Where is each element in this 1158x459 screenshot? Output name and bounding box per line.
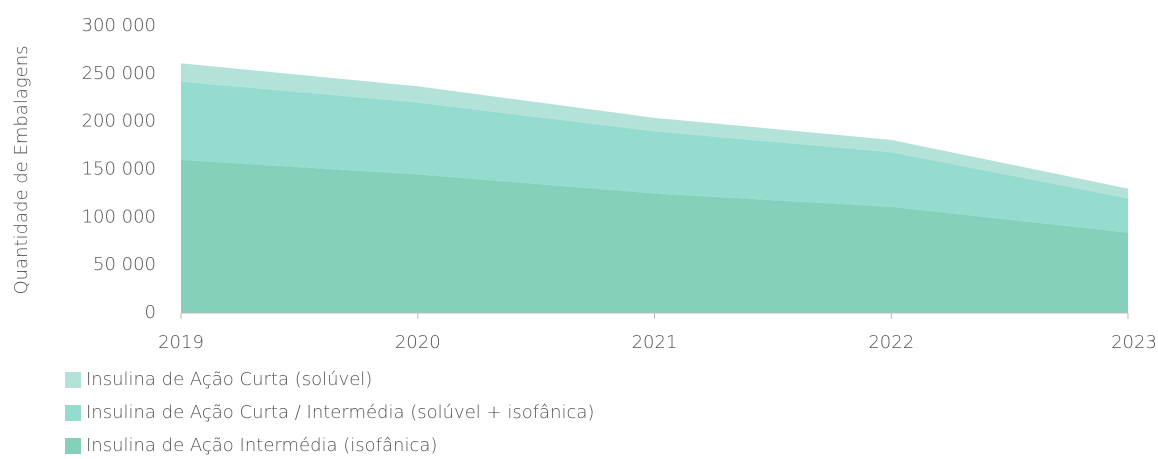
y-tick-label: 50 000 xyxy=(93,254,156,275)
legend-swatch xyxy=(65,372,81,388)
y-tick-label: 100 000 xyxy=(82,206,156,227)
legend-label: Insulina de Ação Curta / Intermédia (sol… xyxy=(86,402,594,423)
area xyxy=(181,159,1128,313)
y-tick-label: 0 xyxy=(145,302,156,323)
x-tick-label: 2021 xyxy=(632,332,678,353)
y-tick-label: 150 000 xyxy=(82,159,156,180)
x-tick-label: 2019 xyxy=(158,332,204,353)
legend-swatch xyxy=(65,438,81,454)
x-tick-label: 2023 xyxy=(1111,332,1157,353)
legend-swatch xyxy=(65,405,81,421)
area xyxy=(181,63,1128,199)
x-tick-label: 2022 xyxy=(868,332,914,353)
y-tick-label: 250 000 xyxy=(82,63,156,84)
y-tick-label: 200 000 xyxy=(82,111,156,132)
legend-label: Insulina de Ação Intermédia (isofânica) xyxy=(86,435,437,456)
x-tick-label: 2020 xyxy=(395,332,441,353)
y-tick-label: 300 000 xyxy=(82,15,156,36)
area xyxy=(181,81,1128,233)
y-axis-title: Quantidade de Embalagens xyxy=(11,45,32,294)
legend-label: Insulina de Ação Curta (solúvel) xyxy=(86,369,372,390)
